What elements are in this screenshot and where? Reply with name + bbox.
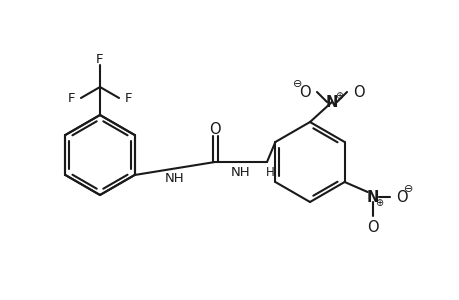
Text: F: F [125,92,132,104]
Text: F: F [96,52,104,65]
Text: ⊖: ⊖ [403,184,413,194]
Text: O: O [366,220,378,236]
Text: N: N [325,94,337,110]
Text: NH: NH [231,166,250,178]
Text: F: F [67,92,75,104]
Text: ⊖: ⊖ [293,79,302,89]
Text: ⊕: ⊕ [375,198,383,208]
Text: O: O [209,122,220,136]
Text: ⊕: ⊕ [334,91,342,101]
Text: N: N [366,190,378,205]
Text: O: O [395,190,407,205]
Text: O: O [353,85,364,100]
Text: O: O [298,85,310,100]
Text: NH: NH [165,172,184,185]
Text: H: H [265,166,274,178]
